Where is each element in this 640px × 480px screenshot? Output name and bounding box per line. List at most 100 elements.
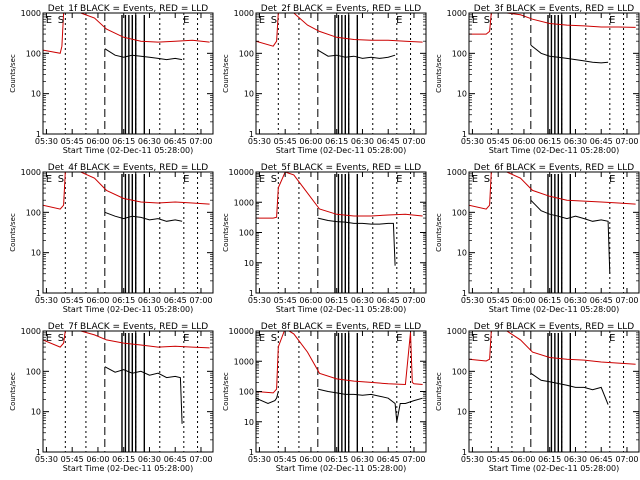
y-tick-label: 100 (26, 208, 41, 217)
x-tick-label: 06:30 (138, 296, 161, 305)
chart-title: Det_7f BLACK = Events, RED = LLD (48, 322, 208, 332)
series-line-2 (256, 13, 423, 47)
phase-marker-label: E (259, 333, 265, 344)
x-tick-label: 05:45 (61, 137, 84, 146)
x-tick-label: 05:45 (274, 137, 297, 146)
series-line-1 (530, 199, 611, 274)
series-line-2 (43, 331, 210, 349)
x-tick-label: 06:15 (538, 455, 561, 464)
chart-title: Det_4f BLACK = Events, RED = LLD (48, 163, 208, 173)
phase-marker-label: S (271, 15, 277, 26)
y-tick-label: 10 (457, 408, 467, 417)
x-tick-label: 07:00 (402, 455, 425, 464)
chart-panel-7: Det_7f BLACK = Events, RED = LLD 1 10 100 10… (9, 322, 214, 473)
chart-title: Det_9f BLACK = Events, RED = LLD (474, 322, 634, 332)
y-tick-label: 100 (239, 229, 254, 238)
x-tick-label: 07:00 (615, 137, 638, 146)
y-tick-label: 10 (244, 259, 254, 268)
x-tick-label: 06:15 (325, 137, 348, 146)
plot-frame (468, 330, 640, 453)
x-tick-label: 05:30 (461, 455, 484, 464)
x-tick-label: 05:30 (35, 137, 58, 146)
y-tick-label: 100 (26, 367, 41, 376)
series-line-3 (256, 331, 423, 394)
x-tick-label: 06:15 (112, 455, 135, 464)
x-tick-label: 07:00 (402, 296, 425, 305)
x-tick-label: 05:45 (487, 455, 510, 464)
chart-panel-6: Det_6f BLACK = Events, RED = LLD 1 10 100 10… (435, 163, 640, 314)
x-tick-label: 06:15 (538, 296, 561, 305)
plot-frame (255, 171, 427, 294)
plot-frame (255, 12, 427, 135)
phase-marker-label: S (484, 15, 490, 26)
y-tick-label: 100 (239, 49, 254, 58)
phase-marker-label: E (472, 15, 478, 26)
x-tick-label: 05:30 (35, 455, 58, 464)
phase-marker-label: E (46, 15, 52, 26)
x-tick-label: 05:45 (274, 455, 297, 464)
chart-panel-1: Det_1f BLACK = Events, RED = LLD 1 10 100 10… (9, 4, 214, 155)
phase-marker-label: E (183, 174, 189, 185)
plot-frame (42, 330, 214, 453)
series-line-1 (530, 372, 609, 405)
x-tick-label: 05:30 (461, 137, 484, 146)
x-tick-label: 06:45 (377, 296, 400, 305)
series-line-1 (104, 366, 183, 424)
x-tick-label: 07:00 (189, 296, 212, 305)
x-tick-label: 06:30 (351, 455, 374, 464)
y-tick-label: 1 (462, 289, 467, 298)
plot-frame (255, 330, 427, 453)
x-tick-label: 06:15 (325, 455, 348, 464)
plot-frame (42, 171, 214, 294)
phase-marker-label: S (58, 333, 64, 344)
plot-frame (468, 12, 640, 135)
y-tick-label: 1 (462, 130, 467, 139)
y-axis-label: Counts/sec (222, 372, 230, 411)
chart-panel-3: Det_3f BLACK = Events, RED = LLD 1 10 100 10… (435, 4, 640, 155)
y-tick-label: 10 (244, 418, 254, 427)
series-line-1 (317, 49, 396, 59)
x-tick-label: 05:30 (35, 296, 58, 305)
chart-panel-9: Det_9f BLACK = Events, RED = LLD 1 10 100 10… (435, 322, 640, 473)
x-tick-label: 07:00 (402, 137, 425, 146)
chart-title: Det_5f BLACK = Events, RED = LLD (261, 163, 421, 173)
x-tick-label: 06:00 (86, 296, 109, 305)
y-tick-label: 1000 (234, 9, 254, 18)
phase-marker-label: E (609, 174, 615, 185)
series-line-2 (43, 13, 210, 54)
y-tick-label: 1000 (21, 168, 41, 177)
x-axis-label: Start Time (02-Dec-11 05:28:00) (276, 464, 407, 473)
phase-marker-label: E (396, 333, 402, 344)
y-tick-label: 1 (36, 130, 41, 139)
phase-marker-label: E (396, 15, 402, 26)
plot-frame (42, 12, 214, 135)
phase-marker-label: S (271, 333, 277, 344)
x-tick-label: 07:00 (615, 296, 638, 305)
x-tick-label: 06:45 (590, 296, 613, 305)
phase-marker-label: S (58, 15, 64, 26)
x-tick-label: 06:00 (512, 296, 535, 305)
y-tick-label: 10 (31, 408, 41, 417)
x-tick-label: 05:30 (461, 296, 484, 305)
x-tick-label: 05:45 (274, 296, 297, 305)
phase-marker-label: E (46, 174, 52, 185)
series-line-2 (469, 172, 636, 210)
chart-title: Det_2f BLACK = Events, RED = LLD (261, 4, 421, 14)
y-tick-label: 100 (26, 49, 41, 58)
y-tick-label: 1000 (234, 198, 254, 207)
x-axis-label: Start Time (02-Dec-11 05:28:00) (489, 464, 620, 473)
y-tick-label: 1000 (21, 327, 41, 336)
x-tick-label: 06:15 (112, 137, 135, 146)
y-tick-label: 10 (31, 249, 41, 258)
y-axis-label: Counts/sec (435, 213, 443, 252)
phase-marker-label: E (609, 15, 615, 26)
x-tick-label: 06:00 (299, 296, 322, 305)
phase-marker-label: E (183, 15, 189, 26)
y-tick-label: 10 (244, 90, 254, 99)
y-axis-label: Counts/sec (435, 54, 443, 93)
y-tick-label: 10000 (229, 327, 254, 336)
x-tick-label: 06:15 (112, 296, 135, 305)
series-line-2 (317, 388, 423, 422)
x-tick-label: 06:00 (512, 455, 535, 464)
x-tick-label: 06:30 (351, 296, 374, 305)
